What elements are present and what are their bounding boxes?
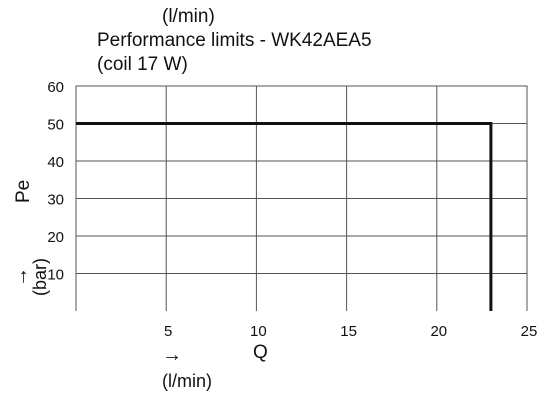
x-axis-label: Q: [253, 342, 268, 363]
x-axis-unit: (l/min): [162, 371, 212, 391]
x-axis-arrow: →: [162, 344, 182, 366]
y-tick-label: 40: [47, 154, 64, 171]
y-tick-label: 20: [47, 229, 64, 246]
chart-subtitle: (coil 17 W): [97, 54, 188, 75]
x-tick-labels: 5 10 15 20 25: [164, 323, 537, 340]
x-tick-label: 5: [164, 323, 172, 340]
y-axis-label: Pe: [13, 180, 34, 203]
y-tick-label: 60: [47, 79, 64, 96]
chart-title: Performance limits - WK42AEA5: [97, 30, 372, 51]
y-tick-labels: 10 20 30 40 50 60: [47, 79, 64, 284]
chart-title-top: (l/min): [162, 6, 215, 27]
limit-curve: [76, 122, 493, 311]
limit-curve-line: [76, 122, 493, 311]
x-tick-label: 15: [340, 323, 357, 340]
x-tick-label: 10: [250, 323, 267, 340]
chart-grid: [75, 85, 528, 311]
y-tick-label: 10: [47, 267, 64, 284]
y-axis-unit: (bar): [30, 258, 50, 296]
x-tick-label: 20: [430, 323, 447, 340]
x-tick-label: 25: [521, 323, 538, 340]
y-axis-arrow: →: [10, 267, 32, 287]
y-tick-label: 30: [47, 192, 64, 209]
y-tick-label: 50: [47, 117, 64, 134]
